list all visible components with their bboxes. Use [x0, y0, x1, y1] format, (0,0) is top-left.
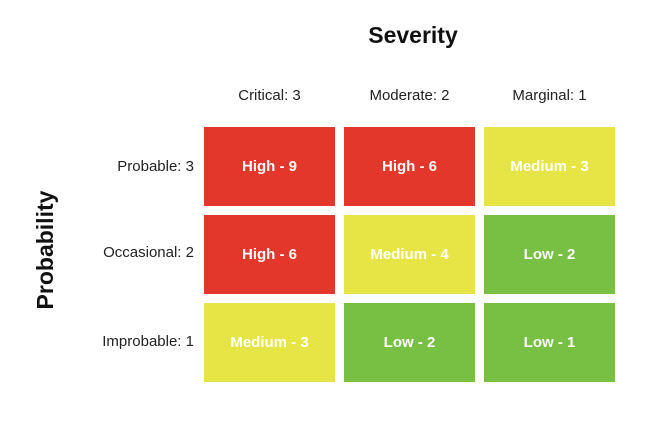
matrix-cell: Low - 1: [484, 303, 615, 382]
row-header-improbable: Improbable: 1: [102, 333, 194, 350]
matrix-cell: Low - 2: [484, 215, 615, 294]
column-header-critical: Critical: 3: [238, 87, 301, 104]
severity-axis-title: Severity: [368, 22, 458, 48]
row-header-probable: Probable: 3: [117, 158, 194, 175]
matrix-cell: High - 9: [204, 127, 335, 206]
row-header-occasional: Occasional: 2: [103, 244, 194, 261]
matrix-cell: High - 6: [344, 127, 475, 206]
matrix-cell: Medium - 3: [204, 303, 335, 382]
matrix-cell: Medium - 4: [344, 215, 475, 294]
column-header-marginal: Marginal: 1: [512, 87, 587, 104]
matrix-cell: High - 6: [204, 215, 335, 294]
matrix-cell: Low - 2: [344, 303, 475, 382]
matrix-cell: Medium - 3: [484, 127, 615, 206]
column-header-moderate: Moderate: 2: [369, 87, 450, 104]
